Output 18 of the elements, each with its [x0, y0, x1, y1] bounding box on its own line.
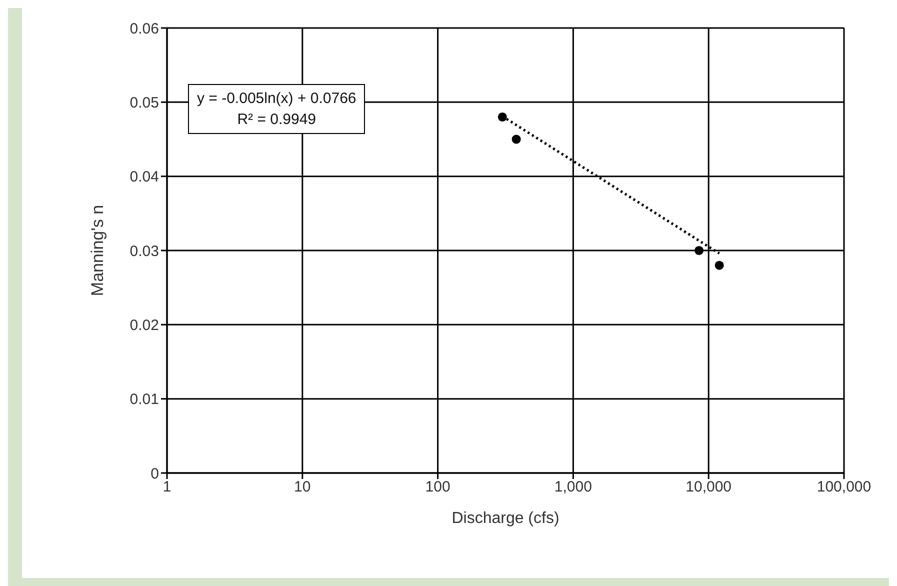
- x-tick-label: 10,000: [686, 478, 732, 496]
- x-axis-title: Discharge (cfs): [452, 510, 560, 527]
- y-tick-label: 0.06: [130, 20, 159, 38]
- x-tick-label: 1: [162, 478, 172, 496]
- equation-box: y = -0.005ln(x) + 0.0766 R² = 0.9949: [188, 84, 366, 134]
- x-tick-label: 1,000: [554, 478, 592, 496]
- y-tick-label: 0.04: [130, 168, 159, 186]
- x-tick-label: 100,000: [816, 478, 872, 496]
- y-tick-label: 0.02: [130, 316, 159, 334]
- annotation: R² = 0.9949: [237, 111, 316, 128]
- y-tick-label: 0.03: [130, 242, 159, 260]
- y-axis-title: Manning's n: [88, 204, 108, 296]
- y-tick-label: 0.01: [130, 391, 159, 408]
- x-tick-label: 100: [425, 478, 450, 496]
- y-tick-label: 0: [150, 465, 159, 482]
- y-tick-label: 0.05: [130, 94, 159, 112]
- annotation: y = -0.005ln(x) + 0.0766: [197, 90, 356, 107]
- x-tick-label: 10: [294, 478, 311, 496]
